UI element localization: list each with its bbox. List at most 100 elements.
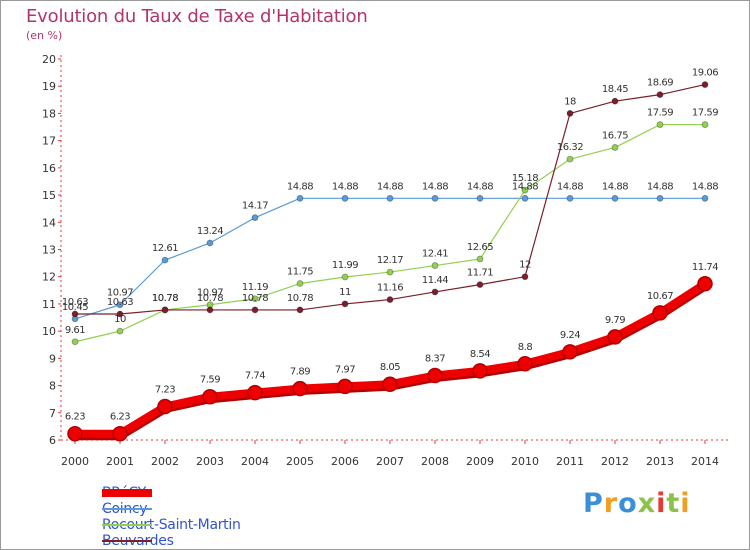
logo-letter: x	[637, 488, 657, 519]
data-point-rocourt-saint-martin[interactable]	[656, 121, 664, 128]
data-point-br-cy[interactable]	[202, 388, 218, 405]
data-point-br-cy[interactable]	[427, 367, 443, 384]
legend-item-coincy[interactable]: Coincy	[102, 501, 241, 517]
data-point-rocourt-saint-martin[interactable]	[251, 295, 259, 303]
data-point-coincy[interactable]	[386, 194, 394, 202]
data-point-beuvardes[interactable]	[71, 310, 79, 318]
data-point-coincy[interactable]	[656, 194, 664, 202]
data-label-coincy: 10.97	[107, 288, 133, 299]
data-point-coincy[interactable]	[206, 239, 214, 247]
data-point-br-cy[interactable]	[112, 425, 128, 442]
data-point-coincy[interactable]	[521, 194, 529, 202]
data-point-beuvardes[interactable]	[566, 110, 574, 117]
data-label-rocourt-saint-martin: 12.41	[422, 249, 448, 260]
data-point-coincy[interactable]	[161, 256, 169, 264]
data-point-beuvardes[interactable]	[521, 273, 529, 281]
data-label-coincy: 14.88	[332, 181, 358, 192]
data-point-br-cy[interactable]	[67, 425, 83, 442]
data-point-beuvardes[interactable]	[476, 281, 484, 289]
data-point-br-cy[interactable]	[697, 276, 713, 292]
data-point-coincy[interactable]	[251, 214, 259, 222]
data-point-rocourt-saint-martin[interactable]	[431, 262, 439, 269]
data-point-beuvardes[interactable]	[611, 97, 619, 105]
data-point-coincy[interactable]	[431, 194, 439, 202]
data-label-coincy: 10.45	[62, 302, 88, 313]
data-point-br-cy[interactable]	[652, 305, 668, 321]
data-point-rocourt-saint-martin[interactable]	[611, 144, 619, 151]
data-label-beuvardes: 10.78	[242, 293, 268, 304]
data-point-rocourt-saint-martin[interactable]	[386, 268, 394, 276]
data-point-coincy[interactable]	[116, 301, 124, 309]
legend-item-rocourt[interactable]: Rocourt-Saint-Martin	[102, 517, 241, 533]
x-tick-label: 2006	[331, 455, 359, 468]
y-tick-label: 17	[42, 135, 56, 148]
axes: 6 7 8 9 10 11 12 13 14 15 16 17 18 19 20 2000 2001 2002 20…	[42, 53, 730, 468]
data-label-rocourt-saint-martin: 12.17	[377, 255, 403, 266]
data-point-rocourt-saint-martin[interactable]	[341, 273, 349, 281]
data-point-rocourt-saint-martin[interactable]	[296, 280, 304, 287]
data-label-beuvardes: 10.63	[107, 297, 133, 308]
y-tick-label: 11	[42, 298, 56, 311]
data-point-br-cy[interactable]	[472, 363, 488, 379]
y-tick-label: 13	[42, 244, 56, 257]
x-tick-label: 2008	[421, 455, 449, 468]
data-point-coincy[interactable]	[476, 194, 484, 202]
data-label-br-cy: 7.59	[200, 375, 220, 386]
y-tick-label: 10	[42, 325, 56, 338]
data-label-beuvardes: 19.06	[692, 68, 718, 79]
data-point-br-cy[interactable]	[157, 398, 173, 415]
x-tick-label: 2003	[196, 455, 224, 468]
data-label-coincy: 14.88	[377, 181, 403, 192]
x-tick-label: 2014	[691, 455, 719, 468]
data-point-rocourt-saint-martin[interactable]	[116, 327, 124, 335]
x-tick-label: 2009	[466, 455, 494, 468]
data-point-beuvardes[interactable]	[206, 306, 214, 314]
data-label-br-cy: 10.67	[647, 291, 673, 302]
legend-item-brecy[interactable]: BRéCY	[102, 485, 241, 501]
data-point-rocourt-saint-martin[interactable]	[701, 121, 709, 128]
data-label-rocourt-saint-martin: 16.32	[557, 142, 583, 153]
data-point-br-cy[interactable]	[517, 356, 533, 372]
data-point-beuvardes[interactable]	[296, 306, 304, 314]
data-label-beuvardes: 11.16	[377, 283, 403, 294]
data-point-coincy[interactable]	[701, 194, 709, 202]
data-point-beuvardes[interactable]	[161, 306, 169, 314]
data-point-beuvardes[interactable]	[431, 288, 439, 296]
data-point-br-cy[interactable]	[247, 384, 263, 401]
data-label-coincy: 14.88	[467, 181, 493, 192]
data-point-coincy[interactable]	[566, 194, 574, 202]
y-tick-label: 20	[42, 53, 56, 66]
data-point-beuvardes[interactable]	[386, 296, 394, 303]
data-point-coincy[interactable]	[296, 194, 304, 202]
legend-item-beuvardes[interactable]: Beuvardes	[102, 533, 241, 549]
data-label-beuvardes: 11	[339, 287, 351, 298]
data-point-coincy[interactable]	[611, 194, 619, 202]
data-point-beuvardes[interactable]	[116, 310, 124, 318]
logo-letter: r	[603, 488, 619, 519]
data-label-coincy: 13.24	[197, 226, 223, 237]
data-label-coincy: 14.88	[422, 181, 448, 192]
data-label-beuvardes: 11.44	[422, 275, 448, 286]
data-point-beuvardes[interactable]	[341, 300, 349, 308]
data-point-br-cy[interactable]	[292, 380, 308, 397]
data-point-br-cy[interactable]	[607, 329, 623, 345]
legend-label-rocourt: Rocourt-Saint-Martin	[102, 517, 241, 533]
data-label-br-cy: 8.54	[470, 349, 490, 360]
data-label-beuvardes: 10.78	[197, 293, 223, 304]
data-label-br-cy: 9.79	[605, 315, 625, 326]
data-point-beuvardes[interactable]	[701, 81, 709, 88]
data-point-beuvardes[interactable]	[251, 306, 259, 314]
series-line-shadow-br-cy	[75, 282, 708, 441]
data-point-coincy[interactable]	[341, 194, 349, 202]
data-point-br-cy[interactable]	[337, 378, 353, 395]
data-point-beuvardes[interactable]	[656, 91, 664, 99]
legend-swatch-coincy	[102, 508, 152, 510]
data-point-rocourt-saint-martin[interactable]	[476, 255, 484, 263]
data-point-br-cy[interactable]	[382, 376, 398, 392]
data-point-rocourt-saint-martin[interactable]	[566, 155, 574, 163]
data-point-rocourt-saint-martin[interactable]	[71, 338, 79, 346]
data-point-br-cy[interactable]	[562, 344, 578, 360]
data-label-beuvardes: 10.78	[152, 293, 178, 304]
data-point-rocourt-saint-martin[interactable]	[521, 186, 529, 194]
